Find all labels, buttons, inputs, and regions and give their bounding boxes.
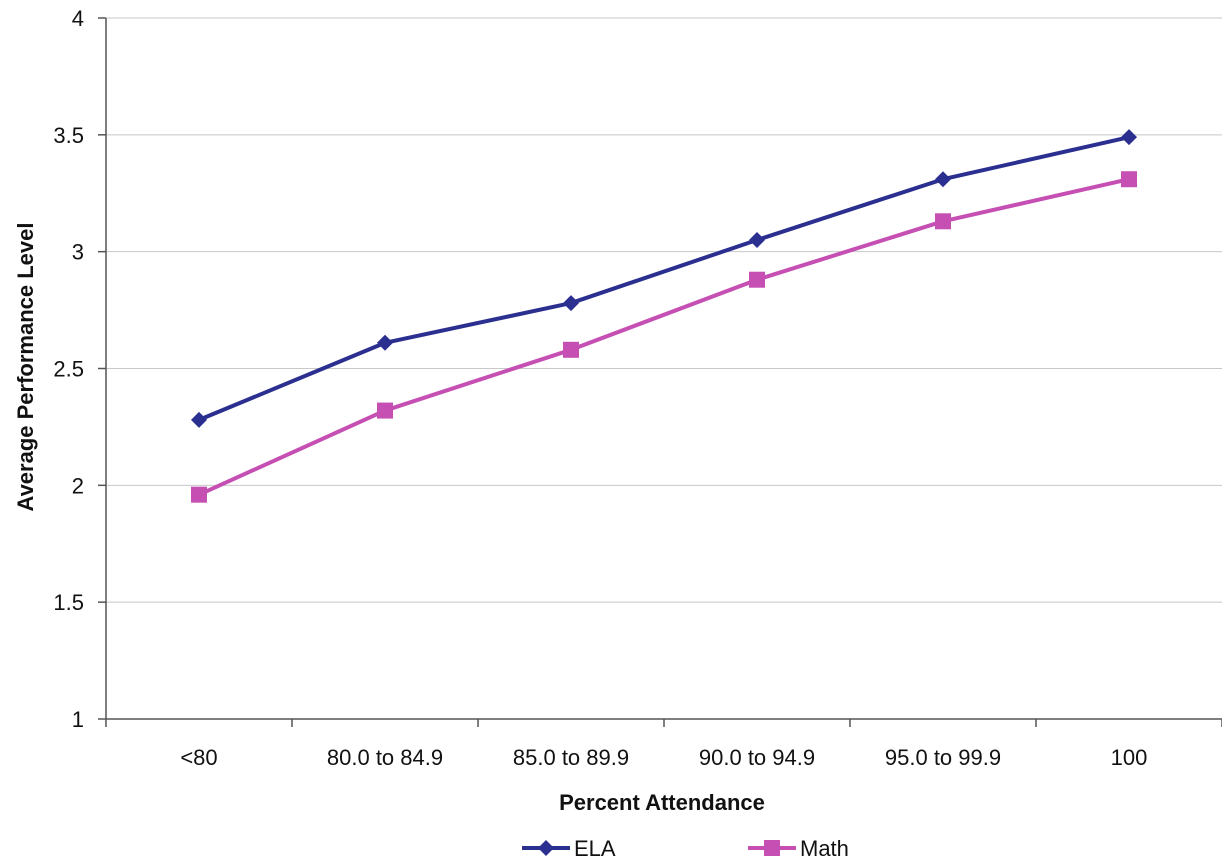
series-line-ela bbox=[199, 137, 1129, 420]
y-axis: 1 1.5 2 2.5 3 3.5 4 bbox=[53, 6, 106, 732]
series-math bbox=[191, 171, 1137, 502]
y-tick-label: 2 bbox=[72, 473, 84, 498]
data-point-math bbox=[377, 403, 393, 419]
data-point-ela bbox=[377, 335, 393, 351]
legend-marker bbox=[538, 840, 554, 856]
legend-item-ela: ELA bbox=[522, 836, 616, 861]
y-tick-label: 4 bbox=[72, 6, 84, 31]
series-ela bbox=[191, 129, 1137, 428]
y-tick-label: 1 bbox=[72, 707, 84, 732]
x-tick-label: <80 bbox=[180, 745, 217, 770]
x-tick-label: 80.0 to 84.9 bbox=[327, 745, 443, 770]
data-point-math bbox=[749, 272, 765, 288]
data-point-ela bbox=[563, 295, 579, 311]
data-point-ela bbox=[935, 171, 951, 187]
data-point-ela bbox=[1121, 129, 1137, 145]
series-line-math bbox=[199, 179, 1129, 494]
data-point-math bbox=[1121, 171, 1137, 187]
legend-label: ELA bbox=[574, 836, 616, 861]
x-axis-title: Percent Attendance bbox=[559, 790, 765, 815]
y-axis-title: Average Performance Level bbox=[13, 223, 38, 512]
legend-marker bbox=[764, 840, 780, 856]
y-tick-label: 3 bbox=[72, 240, 84, 265]
x-tick-label: 100 bbox=[1111, 745, 1148, 770]
x-axis: <80 80.0 to 84.9 85.0 to 89.9 90.0 to 94.9 9… bbox=[106, 719, 1222, 770]
legend-item-math: Math bbox=[748, 836, 849, 861]
gridlines bbox=[106, 18, 1222, 602]
series-layer bbox=[191, 129, 1137, 503]
x-tick-label: 90.0 to 94.9 bbox=[699, 745, 815, 770]
x-tick-label: 95.0 to 99.9 bbox=[885, 745, 1001, 770]
legend: ELA Math bbox=[522, 836, 849, 861]
data-point-ela bbox=[191, 412, 207, 428]
data-point-ela bbox=[749, 232, 765, 248]
legend-label: Math bbox=[800, 836, 849, 861]
y-tick-label: 1.5 bbox=[53, 590, 84, 615]
data-point-math bbox=[191, 487, 207, 503]
x-tick-label: 85.0 to 89.9 bbox=[513, 745, 629, 770]
y-tick-label: 2.5 bbox=[53, 357, 84, 382]
y-tick-label: 3.5 bbox=[53, 123, 84, 148]
data-point-math bbox=[935, 213, 951, 229]
data-point-math bbox=[563, 342, 579, 358]
